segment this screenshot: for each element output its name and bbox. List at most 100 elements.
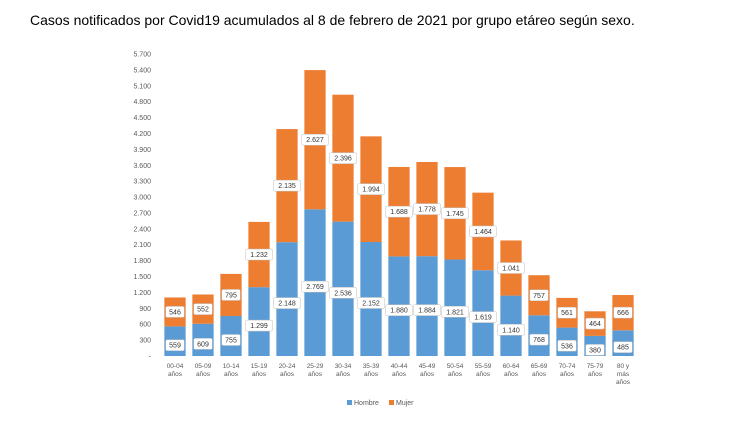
- x-tick-label-16-2: años: [616, 379, 631, 386]
- data-label-box-mujer-10: [441, 207, 469, 220]
- data-label-hombre-6: 2.536: [334, 290, 352, 297]
- data-label-box-hombre-16: [613, 341, 633, 353]
- data-label-hombre-4: 2.148: [278, 301, 296, 308]
- y-tick-label-10: 3.000: [133, 195, 151, 202]
- x-tick-label-15-1: años: [588, 371, 603, 378]
- data-label-box-hombre-4: [273, 297, 301, 309]
- x-tick-label-5-0: 25-29: [307, 363, 324, 370]
- data-label-hombre-2: 755: [225, 337, 237, 344]
- data-label-box-mujer-4: [273, 179, 301, 192]
- data-label-hombre-11: 1.619: [474, 315, 492, 322]
- data-label-box-hombre-15: [585, 344, 605, 356]
- data-label-box-hombre-2: [221, 334, 241, 346]
- data-label-box-hombre-7: [357, 297, 385, 309]
- data-label-box-mujer-5: [301, 133, 329, 146]
- y-tick-label-14: 4.200: [133, 131, 151, 138]
- data-label-box-hombre-5: [301, 280, 329, 293]
- data-label-box-mujer-14: [557, 306, 577, 319]
- data-label-box-mujer-1: [193, 303, 213, 315]
- y-tick-label-16: 4.800: [133, 99, 151, 106]
- data-label-box-mujer-15: [585, 317, 605, 330]
- x-tick-label-14-1: años: [560, 371, 575, 378]
- y-tick-label-3: 900: [139, 306, 151, 313]
- x-tick-label-14-0: 70-74: [559, 363, 576, 370]
- data-label-mujer-4: 2.135: [278, 183, 296, 190]
- data-label-box-mujer-7: [357, 183, 385, 195]
- x-tick-label-7-0: 35-39: [363, 363, 380, 370]
- legend-swatch-mujer: [389, 400, 394, 405]
- data-label-hombre-10: 1.821: [446, 309, 464, 316]
- x-tick-label-11-1: años: [476, 371, 491, 378]
- y-tick-label-15: 4.500: [133, 115, 151, 122]
- data-label-mujer-9: 1.778: [418, 207, 436, 214]
- x-tick-label-8-0: 40-44: [391, 363, 408, 370]
- data-label-box-hombre-1: [193, 338, 213, 350]
- data-label-box-hombre-3: [245, 319, 273, 332]
- data-label-box-mujer-6: [329, 152, 357, 164]
- x-tick-label-4-0: 20-24: [279, 363, 296, 370]
- y-tick-label-17: 5.100: [133, 83, 151, 90]
- y-tick-label-19: 5.700: [133, 52, 151, 59]
- data-label-hombre-7: 2.152: [362, 300, 380, 307]
- data-label-mujer-3: 1.232: [250, 252, 268, 259]
- data-label-hombre-0: 559: [169, 343, 181, 350]
- data-label-hombre-14: 536: [561, 343, 573, 350]
- data-label-mujer-10: 1.745: [446, 211, 464, 218]
- x-tick-label-2-0: 10-14: [223, 363, 240, 370]
- data-label-mujer-5: 2.627: [306, 137, 324, 144]
- y-tick-label-1: 300: [139, 338, 151, 345]
- data-label-box-mujer-13: [529, 289, 549, 302]
- data-label-box-hombre-14: [557, 340, 577, 352]
- data-label-mujer-12: 1.041: [502, 266, 520, 273]
- x-tick-label-13-0: 65-69: [531, 363, 548, 370]
- data-label-box-hombre-12: [497, 324, 525, 336]
- x-tick-label-1-1: años: [196, 371, 211, 378]
- data-label-mujer-6: 2.396: [334, 156, 352, 163]
- x-tick-label-7-1: años: [364, 371, 379, 378]
- x-tick-label-12-1: años: [504, 371, 519, 378]
- x-tick-label-9-0: 45-49: [419, 363, 436, 370]
- y-tick-label-5: 1.500: [133, 274, 151, 281]
- x-tick-label-10-0: 50-54: [447, 363, 464, 370]
- y-tick-label-4: 1.200: [133, 290, 151, 297]
- data-label-mujer-13: 757: [533, 293, 545, 300]
- data-label-mujer-1: 552: [197, 307, 209, 314]
- data-label-hombre-1: 609: [197, 341, 209, 348]
- legend-swatch-hombre: [347, 400, 352, 405]
- data-label-hombre-9: 1.884: [418, 308, 436, 315]
- y-tick-label-6: 1.800: [133, 258, 151, 265]
- legend-label-mujer: Mujer: [396, 400, 414, 407]
- data-label-hombre-16: 485: [617, 345, 629, 352]
- legend-label-hombre: Hombre: [354, 400, 379, 407]
- data-label-hombre-8: 1.880: [390, 308, 408, 315]
- data-label-box-hombre-11: [469, 311, 497, 323]
- y-tick-label-13: 3.900: [133, 147, 151, 154]
- y-tick-label-8: 2.400: [133, 226, 151, 233]
- y-tick-label-7: 2.100: [133, 242, 151, 249]
- x-tick-label-6-0: 30-34: [335, 363, 352, 370]
- data-label-box-hombre-13: [529, 333, 549, 346]
- data-label-box-mujer-16: [613, 306, 633, 319]
- data-label-box-mujer-11: [469, 225, 497, 238]
- x-tick-label-16-0: 80 y: [617, 363, 630, 370]
- y-tick-label-11: 3.300: [133, 179, 151, 186]
- data-label-mujer-7: 1.994: [362, 187, 380, 194]
- data-label-box-mujer-12: [497, 262, 525, 274]
- data-label-mujer-15: 464: [589, 321, 601, 328]
- data-label-hombre-5: 2.769: [306, 284, 324, 291]
- data-label-box-hombre-9: [413, 304, 441, 316]
- x-tick-label-8-1: años: [392, 371, 407, 378]
- chart-title: Casos notificados por Covid19 acumulados…: [30, 12, 635, 28]
- data-label-hombre-15: 380: [589, 347, 601, 354]
- data-label-box-mujer-8: [385, 205, 413, 218]
- data-label-hombre-12: 1.140: [502, 327, 520, 334]
- x-tick-label-1-0: 05-09: [195, 363, 212, 370]
- x-tick-label-4-1: años: [280, 371, 295, 378]
- x-tick-label-6-1: años: [336, 371, 351, 378]
- data-label-box-hombre-8: [385, 304, 413, 316]
- data-label-box-mujer-9: [413, 203, 441, 215]
- x-tick-label-13-1: años: [532, 371, 547, 378]
- stacked-bar-chart: - 300 600 900 1.200 1.500 1.800 2.100 2.400 2.700…: [133, 52, 634, 407]
- data-label-box-hombre-6: [329, 287, 357, 299]
- y-tick-label-9: 2.700: [133, 210, 151, 217]
